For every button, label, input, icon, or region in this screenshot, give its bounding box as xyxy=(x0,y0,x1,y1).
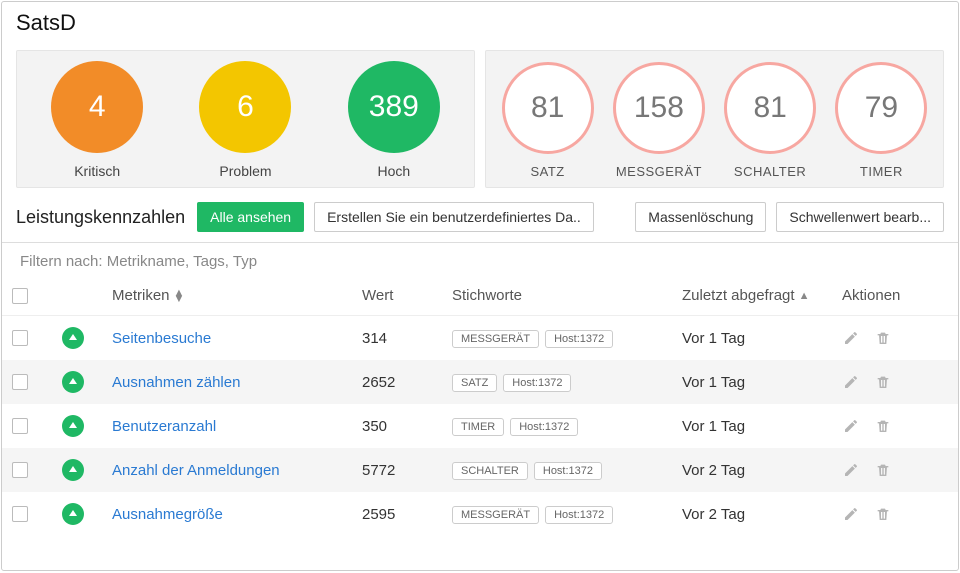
metric-tags: MESSGERÄT Host:1372 xyxy=(452,505,682,524)
edit-icon[interactable] xyxy=(842,461,860,479)
metric-name-link[interactable]: Ausnahmen zählen xyxy=(112,374,240,391)
status-up-icon xyxy=(62,459,84,481)
col-tags: Stichworte xyxy=(452,287,682,304)
metric-tags: MESSGERÄT Host:1372 xyxy=(452,329,682,348)
status-up-icon xyxy=(62,371,84,393)
status-up-icon xyxy=(62,415,84,437)
status-up-icon xyxy=(62,327,84,349)
type-tag[interactable]: TIMER xyxy=(452,418,504,436)
row-checkbox[interactable] xyxy=(12,418,28,434)
last-polled: Vor 1 Tag xyxy=(682,418,842,435)
row-checkbox[interactable] xyxy=(12,330,28,346)
type-circle[interactable]: 79 TIMER xyxy=(835,62,927,179)
type-tag[interactable]: MESSGERÄT xyxy=(452,330,539,348)
type-circle[interactable]: 81 SCHALTER xyxy=(724,62,816,179)
type-circle-value: 81 xyxy=(502,62,594,154)
type-circle-value: 158 xyxy=(613,62,705,154)
metric-value: 2595 xyxy=(362,506,452,523)
app-title: SatsD xyxy=(2,2,958,42)
status-circle-label: Kritisch xyxy=(74,163,120,179)
type-circle-value: 79 xyxy=(835,62,927,154)
metric-name-link[interactable]: Ausnahmegröße xyxy=(112,506,223,523)
delete-icon[interactable] xyxy=(874,505,892,523)
sort-icon: ▲▼ xyxy=(174,289,185,303)
summary-panels: 4 Kritisch 6 Problem 389 Hoch 81 SATZ 15… xyxy=(2,42,958,194)
type-panel: 81 SATZ 158 MESSGERÄT 81 SCHALTER 79 TIM… xyxy=(485,50,944,188)
metric-tags: TIMER Host:1372 xyxy=(452,417,682,436)
metric-name-link[interactable]: Benutzeranzahl xyxy=(112,418,216,435)
edit-icon[interactable] xyxy=(842,329,860,347)
delete-icon[interactable] xyxy=(874,461,892,479)
table-header: Metriken ▲▼ Wert Stichworte Zuletzt abge… xyxy=(2,276,958,316)
edit-icon[interactable] xyxy=(842,505,860,523)
last-polled: Vor 1 Tag xyxy=(682,374,842,391)
table-row: Anzahl der Anmeldungen 5772 SCHALTER Host… xyxy=(2,448,958,492)
metric-value: 2652 xyxy=(362,374,452,391)
host-tag[interactable]: Host:1372 xyxy=(545,330,613,348)
status-circle-value: 389 xyxy=(348,61,440,153)
type-tag[interactable]: SATZ xyxy=(452,374,497,392)
status-circle[interactable]: 6 Problem xyxy=(199,61,291,179)
bulk-delete-button[interactable]: Massenlöschung xyxy=(635,202,766,232)
table-row: Seitenbesuche 314 MESSGERÄT Host:1372 Vor… xyxy=(2,316,958,360)
row-checkbox[interactable] xyxy=(12,462,28,478)
status-circle-label: Problem xyxy=(219,163,271,179)
host-tag[interactable]: Host:1372 xyxy=(510,418,578,436)
status-circle[interactable]: 389 Hoch xyxy=(348,61,440,179)
metric-tags: SATZ Host:1372 xyxy=(452,373,682,392)
select-all-checkbox[interactable] xyxy=(12,288,28,304)
status-panel: 4 Kritisch 6 Problem 389 Hoch xyxy=(16,50,475,188)
type-circle[interactable]: 158 MESSGERÄT xyxy=(613,62,705,179)
sort-asc-icon: ▲ xyxy=(799,292,810,300)
edit-threshold-button[interactable]: Schwellenwert bearb... xyxy=(776,202,944,232)
metric-name-link[interactable]: Seitenbesuche xyxy=(112,330,211,347)
edit-icon[interactable] xyxy=(842,417,860,435)
toolbar-heading: Leistungskennzahlen xyxy=(16,207,185,228)
table-row: Benutzeranzahl 350 TIMER Host:1372 Vor 1 … xyxy=(2,404,958,448)
toolbar: Leistungskennzahlen Alle ansehen Erstell… xyxy=(2,194,958,243)
metric-value: 314 xyxy=(362,330,452,347)
type-tag[interactable]: SCHALTER xyxy=(452,462,528,480)
create-dashboard-button[interactable]: Erstellen Sie ein benutzerdefiniertes Da… xyxy=(314,202,594,232)
host-tag[interactable]: Host:1372 xyxy=(534,462,602,480)
status-up-icon xyxy=(62,503,84,525)
type-circle-value: 81 xyxy=(724,62,816,154)
col-metrics[interactable]: Metriken ▲▼ xyxy=(112,287,362,304)
delete-icon[interactable] xyxy=(874,329,892,347)
table-row: Ausnahmen zählen 2652 SATZ Host:1372 Vor … xyxy=(2,360,958,404)
table-row: Ausnahmegröße 2595 MESSGERÄT Host:1372 Vo… xyxy=(2,492,958,536)
metric-value: 5772 xyxy=(362,462,452,479)
type-circle[interactable]: 81 SATZ xyxy=(502,62,594,179)
type-circle-label: MESSGERÄT xyxy=(616,164,702,179)
metric-value: 350 xyxy=(362,418,452,435)
metrics-table: Metriken ▲▼ Wert Stichworte Zuletzt abge… xyxy=(2,276,958,536)
delete-icon[interactable] xyxy=(874,417,892,435)
type-circle-label: SATZ xyxy=(530,164,564,179)
type-tag[interactable]: MESSGERÄT xyxy=(452,506,539,524)
delete-icon[interactable] xyxy=(874,373,892,391)
host-tag[interactable]: Host:1372 xyxy=(503,374,571,392)
status-circle-value: 4 xyxy=(51,61,143,153)
filter-input[interactable]: Filtern nach: Metrikname, Tags, Typ xyxy=(2,243,958,276)
metric-name-link[interactable]: Anzahl der Anmeldungen xyxy=(112,462,280,479)
type-circle-label: TIMER xyxy=(860,164,903,179)
last-polled: Vor 2 Tag xyxy=(682,506,842,523)
view-all-button[interactable]: Alle ansehen xyxy=(197,202,304,232)
host-tag[interactable]: Host:1372 xyxy=(545,506,613,524)
col-value: Wert xyxy=(362,287,452,304)
metric-tags: SCHALTER Host:1372 xyxy=(452,461,682,480)
status-circle-label: Hoch xyxy=(377,163,410,179)
status-circle[interactable]: 4 Kritisch xyxy=(51,61,143,179)
row-checkbox[interactable] xyxy=(12,374,28,390)
col-actions: Aktionen xyxy=(842,287,942,304)
last-polled: Vor 2 Tag xyxy=(682,462,842,479)
last-polled: Vor 1 Tag xyxy=(682,330,842,347)
edit-icon[interactable] xyxy=(842,373,860,391)
row-checkbox[interactable] xyxy=(12,506,28,522)
type-circle-label: SCHALTER xyxy=(734,164,806,179)
status-circle-value: 6 xyxy=(199,61,291,153)
col-lastpolled[interactable]: Zuletzt abgefragt ▲ xyxy=(682,287,842,304)
